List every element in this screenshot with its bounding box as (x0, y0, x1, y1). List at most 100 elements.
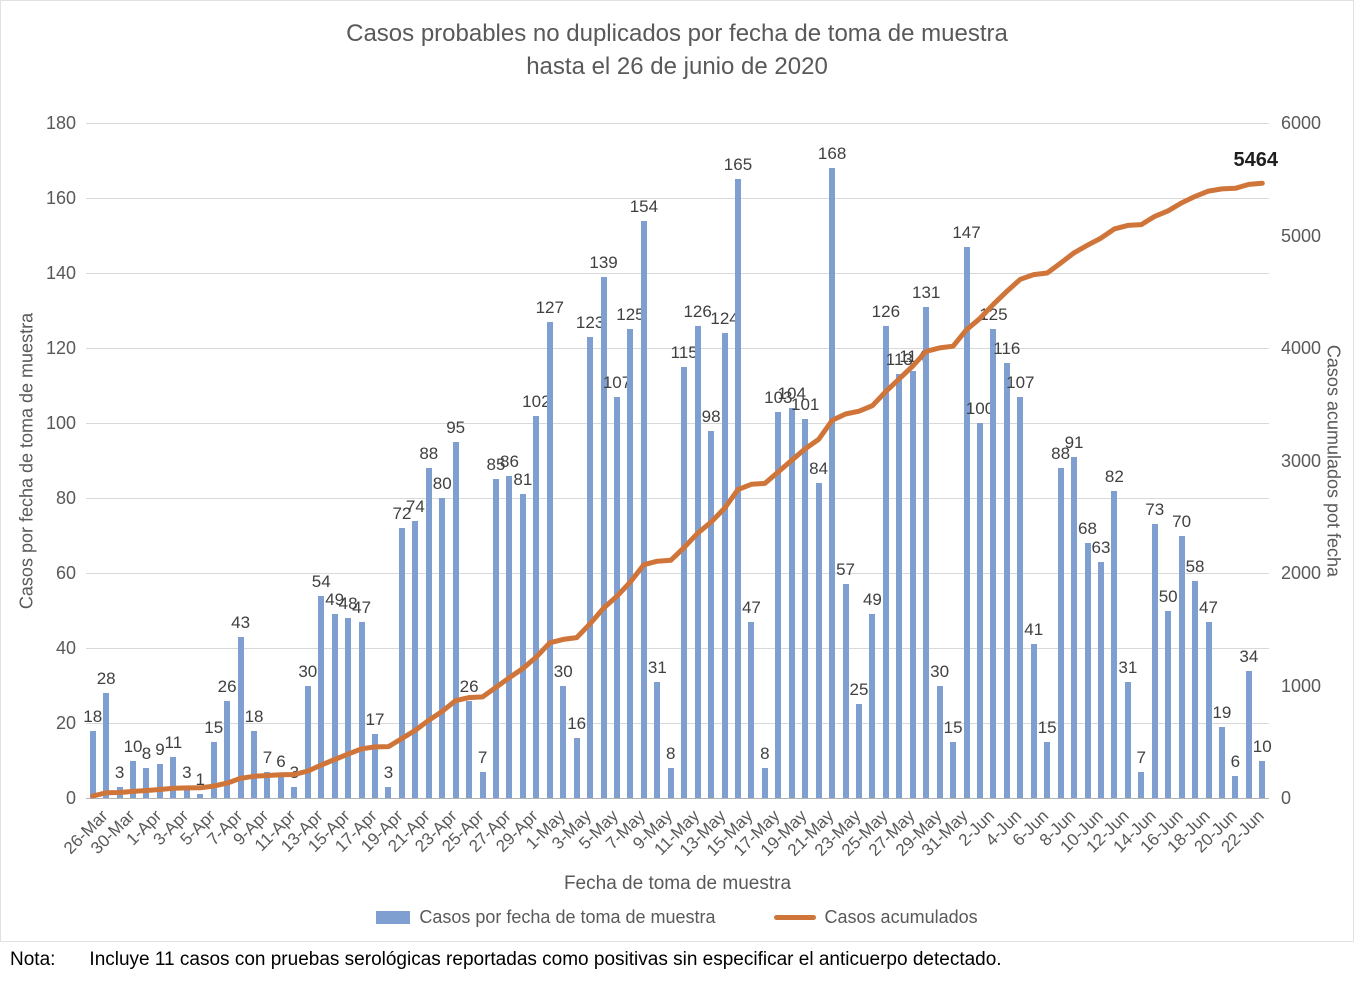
bar-value-label: 8 (760, 744, 770, 763)
legend-line-swatch-icon (773, 915, 816, 920)
y-left-tick-label: 20 (55, 713, 76, 733)
gridline (86, 123, 1269, 124)
bar-value-label: 26 (459, 676, 479, 696)
bar (788, 408, 795, 798)
bar (237, 636, 244, 798)
bar (1030, 644, 1037, 798)
bar (493, 479, 500, 798)
bar (963, 246, 970, 798)
gridline (86, 648, 1269, 649)
bar (197, 794, 204, 798)
legend-bars-label: Casos por fecha de toma de muestra (419, 907, 716, 927)
bar (183, 786, 190, 798)
bar-value-label: 168 (817, 144, 847, 163)
bar-value-label: 17 (365, 710, 385, 730)
plot-area: 18 28 3 10 8 9 11 3 1 15 26 43 18 7 6 3 30 54 49 48 47 17 3 72 7… (83, 123, 1272, 799)
bar-value-label: 63 (1091, 537, 1111, 557)
bar-value-label: 3 (383, 762, 394, 782)
y-right-tick-label: 4000 (1281, 338, 1322, 358)
bar (372, 734, 379, 798)
cumulative-line (90, 180, 1265, 799)
bar (1192, 580, 1199, 798)
bar-value-label: 3 (182, 762, 192, 782)
bar (89, 730, 96, 798)
bar (694, 325, 701, 798)
bar (869, 614, 876, 798)
bar (345, 618, 352, 798)
bar-value-label: 47 (741, 597, 761, 617)
bar (748, 621, 755, 798)
bar (990, 329, 997, 798)
bar-value-label: 54 (311, 571, 331, 591)
bar-value-label: 126 (683, 301, 712, 321)
bar-value-label: 8 (141, 744, 152, 763)
bar-value-label: 131 (912, 282, 941, 302)
bar (224, 700, 231, 798)
bar (1232, 775, 1239, 798)
bar-value-label: 126 (871, 301, 901, 321)
bar (1071, 456, 1078, 798)
bar (1111, 490, 1118, 798)
bar-value-label: 34 (1239, 646, 1259, 666)
bar (143, 768, 150, 798)
gridline (86, 573, 1269, 574)
bar-value-label: 58 (1185, 556, 1205, 576)
y-left-axis-title: Casos por fecha de toma de muestra (16, 312, 37, 610)
bar (1218, 726, 1225, 798)
bar (560, 685, 567, 798)
bar (156, 764, 163, 798)
bar (103, 693, 110, 798)
bar-value-label: 30 (298, 661, 318, 681)
bar-value-label: 31 (1118, 657, 1138, 677)
bar-value-label: 68 (1078, 519, 1097, 538)
bar-value-label: 95 (446, 417, 466, 437)
bar (1084, 543, 1091, 798)
bar (936, 685, 943, 798)
bar-value-label: 41 (1024, 620, 1044, 640)
bar (1178, 535, 1185, 798)
final-cumulative-label: 5464 (1233, 149, 1279, 171)
legend-line-label: Casos acumulados (824, 907, 978, 927)
bar-value-label: 139 (589, 252, 618, 272)
bar (1151, 524, 1158, 798)
y-right-tick-label: 2000 (1281, 563, 1322, 583)
bar (654, 681, 661, 798)
legend-item-bars: Casos por fecha de toma de muestra (376, 907, 716, 928)
footnote: Nota: Incluye 11 casos con pruebas serol… (10, 948, 1002, 972)
bar (829, 168, 836, 798)
bar (815, 483, 822, 798)
bar (291, 786, 298, 798)
bar-value-label: 125 (979, 305, 1008, 325)
chart-subtitle: hasta el 26 de junio de 2020 (526, 53, 828, 80)
bar-value-label: 11 (164, 732, 183, 752)
bar (425, 468, 432, 798)
bar (573, 738, 580, 798)
bar-value-label: 101 (791, 395, 820, 415)
bar (896, 374, 903, 798)
bar (398, 528, 405, 798)
bar-value-label: 19 (1212, 702, 1232, 722)
bar-value-label: 81 (513, 470, 533, 490)
legend-item-line: Casos acumulados (773, 907, 978, 928)
bar-value-label: 49 (862, 590, 882, 610)
bar (909, 370, 916, 798)
bar (277, 775, 284, 798)
y-right-tick-label: 1000 (1281, 675, 1322, 696)
bar (479, 771, 486, 798)
chart-title-block: Casos probables no duplicados por fecha … (1, 17, 1353, 83)
bar (304, 685, 311, 798)
bar (600, 276, 607, 798)
y-left-tick-label: 100 (45, 413, 76, 433)
y-left-tick-label: 120 (45, 338, 76, 358)
bar-value-label: 47 (1199, 597, 1218, 617)
bar (1205, 621, 1212, 798)
bar (546, 321, 553, 798)
bar (923, 306, 930, 798)
chart-title: Casos probables no duplicados por fecha … (346, 20, 1008, 47)
bar (1165, 610, 1172, 798)
bar-value-label: 7 (262, 747, 273, 767)
bar (882, 325, 889, 798)
bar (1124, 681, 1131, 798)
bar (519, 494, 526, 798)
bar-value-label: 47 (352, 597, 372, 617)
